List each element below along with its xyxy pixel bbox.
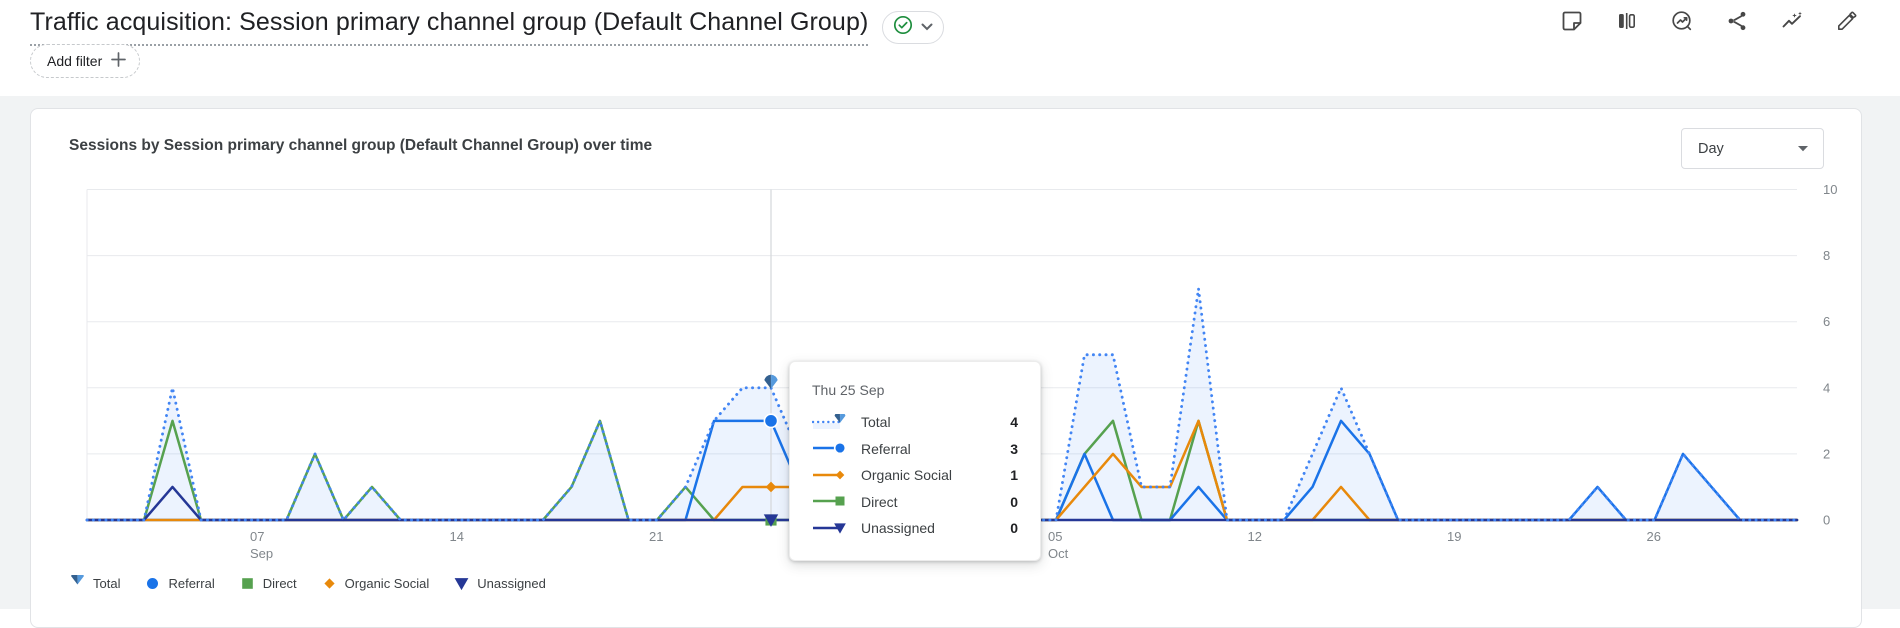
chevron-down-icon bbox=[921, 18, 933, 36]
svg-text:19: 19 bbox=[1447, 529, 1461, 544]
svg-text:21: 21 bbox=[649, 529, 663, 544]
legend-label: Referral bbox=[168, 576, 215, 591]
tooltip-series-name: Organic Social bbox=[861, 467, 953, 484]
share-icon[interactable] bbox=[1724, 8, 1750, 34]
tooltip-series-name: Total bbox=[861, 414, 891, 431]
svg-text:07: 07 bbox=[250, 529, 264, 544]
svg-text:14: 14 bbox=[450, 529, 464, 544]
svg-text:12: 12 bbox=[1248, 529, 1262, 544]
granularity-select[interactable]: Day bbox=[1681, 128, 1824, 169]
plus-icon bbox=[110, 51, 127, 71]
tooltip-series-name: Referral bbox=[861, 440, 911, 457]
insights-circle-icon[interactable] bbox=[1669, 8, 1695, 34]
chart-tooltip: Thu 25 Sep Total 4 Referral 3 Organic So… bbox=[789, 361, 1041, 561]
svg-text:8: 8 bbox=[1823, 248, 1830, 263]
tooltip-row: Organic Social 1 bbox=[812, 462, 1018, 489]
triangle-down-icon bbox=[454, 578, 469, 591]
svg-text:2: 2 bbox=[1823, 446, 1830, 461]
data-quality-badge[interactable] bbox=[882, 10, 945, 44]
tooltip-series-value: 3 bbox=[1010, 440, 1018, 457]
svg-text:10: 10 bbox=[1823, 182, 1837, 197]
legend-label: Organic Social bbox=[344, 576, 430, 591]
legend-label: Total bbox=[93, 576, 121, 591]
svg-text:26: 26 bbox=[1647, 529, 1661, 544]
diamond-icon bbox=[324, 578, 335, 589]
add-filter-label: Add filter bbox=[47, 53, 103, 69]
svg-text:4: 4 bbox=[1823, 380, 1830, 395]
granularity-value: Day bbox=[1698, 140, 1724, 157]
legend-label: Unassigned bbox=[477, 576, 546, 591]
tooltip-date: Thu 25 Sep bbox=[812, 382, 885, 398]
add-filter-button[interactable]: Add filter bbox=[30, 44, 141, 78]
chart-legend: Total Referral Direct Organic Social Una… bbox=[69, 575, 546, 592]
edit-pencil-icon[interactable] bbox=[1834, 8, 1860, 34]
tooltip-row: Direct 0 bbox=[812, 489, 1018, 516]
tooltip-rows: Total 4 Referral 3 Organic Social 1 Dire… bbox=[812, 409, 1018, 542]
legend-item-referral[interactable]: Referral bbox=[144, 575, 215, 592]
chevron-down-icon bbox=[1797, 141, 1809, 157]
report-header: Traffic acquisition: Session primary cha… bbox=[0, 0, 1900, 96]
svg-text:05: 05 bbox=[1048, 529, 1062, 544]
report-toolbar bbox=[1559, 8, 1860, 34]
tooltip-row: Unassigned 0 bbox=[812, 515, 1018, 542]
legend-item-total[interactable]: Total bbox=[69, 575, 120, 592]
tooltip-row: Total 4 bbox=[812, 409, 1018, 436]
ga-fan-icon bbox=[71, 575, 84, 585]
auto-graph-icon[interactable] bbox=[1779, 8, 1805, 34]
tooltip-series-value: 0 bbox=[1010, 493, 1018, 510]
legend-item-unassigned[interactable]: Unassigned bbox=[453, 575, 546, 592]
tooltip-series-value: 4 bbox=[1010, 414, 1018, 431]
svg-text:6: 6 bbox=[1823, 314, 1830, 329]
chart-title: Sessions by Session primary channel grou… bbox=[69, 137, 653, 154]
tooltip-series-name: Direct bbox=[861, 493, 898, 510]
sessions-chart-card: Sessions by Session primary channel grou… bbox=[30, 108, 1862, 628]
legend-label: Direct bbox=[262, 576, 297, 591]
check-circle-icon bbox=[892, 14, 914, 41]
tooltip-series-value: 1 bbox=[1010, 467, 1018, 484]
note-icon[interactable] bbox=[1559, 8, 1585, 34]
circle-icon bbox=[145, 576, 161, 591]
legend-item-organic-social[interactable]: Organic Social bbox=[321, 575, 430, 592]
legend-item-direct[interactable]: Direct bbox=[239, 575, 297, 592]
tooltip-series-name: Unassigned bbox=[861, 520, 935, 537]
tooltip-row: Referral 3 bbox=[812, 436, 1018, 463]
comparison-icon[interactable] bbox=[1614, 8, 1640, 34]
square-icon bbox=[241, 578, 253, 589]
svg-text:Oct: Oct bbox=[1048, 546, 1069, 561]
page-title: Traffic acquisition: Session primary cha… bbox=[30, 8, 869, 46]
tooltip-series-value: 0 bbox=[1010, 520, 1018, 537]
svg-text:Sep: Sep bbox=[250, 546, 273, 561]
svg-text:0: 0 bbox=[1823, 513, 1830, 528]
